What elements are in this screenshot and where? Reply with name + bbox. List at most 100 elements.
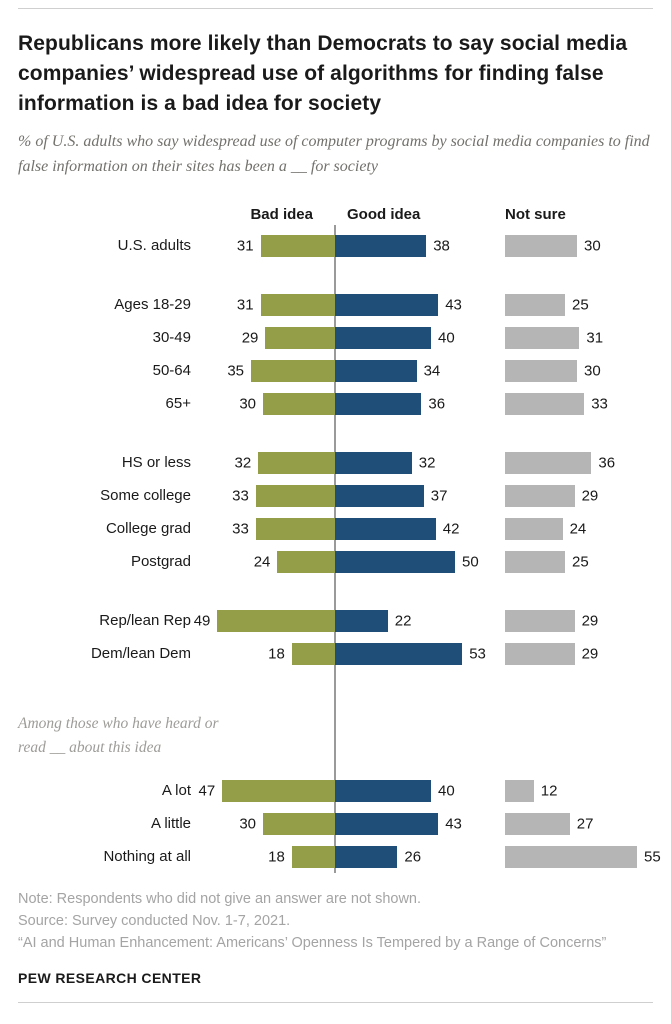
not-sure-value: 31 [586,329,604,347]
bad-idea-bar [263,812,335,835]
page-title: Republicans more likely than Democrats t… [18,32,628,115]
chart-row: Ages 18-29 31 43 25 [18,288,653,321]
bad-idea-value: 31 [236,237,254,255]
good-idea-value: 50 [462,553,479,571]
center-divider-line [334,225,336,874]
not-sure-value: 33 [591,395,608,413]
chart-row: A little 30 43 27 [18,807,653,840]
not-sure-bar [505,642,575,665]
category-label: Nothing at all [103,848,191,866]
good-idea-bar [335,779,431,802]
good-idea-bar [335,845,398,868]
chart-row: Some college 33 37 29 [18,479,653,512]
good-idea-bar [335,234,427,257]
good-idea-area: 34 [335,354,505,387]
not-sure-area: 24 [505,512,653,545]
bad-idea-bar [255,484,335,507]
bad-idea-value: 29 [241,329,259,347]
not-sure-bar [505,392,585,415]
series-header-good-idea: Good idea [347,206,421,224]
good-idea-area: 32 [335,446,505,479]
chart-annotation: Among those who have heard or read __ ab… [18,715,219,757]
category-label: 30-49 [152,329,191,347]
bad-idea-value: 47 [198,782,216,800]
good-idea-area: 36 [335,387,505,420]
bad-idea-value: 33 [232,487,249,505]
not-sure-bar [505,484,575,507]
category-label: Postgrad [130,553,191,571]
bad-idea-bar [255,517,335,540]
category-label: College grad [105,520,191,538]
chart-row: Rep/lean Rep 49 22 29 [18,604,653,637]
not-sure-area: 31 [505,321,653,354]
good-idea-bar [335,451,412,474]
not-sure-area: 29 [505,604,653,637]
good-idea-value: 37 [430,487,448,505]
not-sure-area: 33 [505,387,653,420]
not-sure-bar [505,359,577,382]
category-label: HS or less [121,454,191,472]
bad-idea-value: 30 [239,815,256,833]
bad-idea-bar [260,293,335,316]
bad-idea-value: 49 [193,612,211,630]
good-idea-value: 22 [394,612,412,630]
chart-row: HS or less 32 32 36 [18,446,653,479]
good-idea-value: 40 [438,782,455,800]
bad-idea-value: 30 [239,395,256,413]
chart-subtitle: % of U.S. adults who say widespread use … [18,133,650,176]
good-idea-value: 32 [418,454,436,472]
not-sure-area: 30 [505,354,653,387]
bad-idea-area: 31 [203,288,335,321]
good-idea-value: 26 [404,848,422,866]
category-label: Some college [100,487,191,505]
chart-row: College grad 33 42 24 [18,512,653,545]
bad-idea-area: 18 [203,637,335,670]
good-idea-bar [335,392,422,415]
not-sure-bar [505,326,580,349]
not-sure-value: 29 [581,487,599,505]
bad-idea-area: 18 [203,840,335,873]
bad-idea-area: 30 [203,387,335,420]
not-sure-value: 30 [584,362,601,380]
bad-idea-value: 32 [234,454,252,472]
good-idea-value: 40 [438,329,455,347]
good-idea-area: 40 [335,774,505,807]
bad-idea-bar [222,779,335,802]
category-label: A lot [161,782,191,800]
not-sure-bar [505,234,577,257]
bad-idea-area: 31 [203,229,335,262]
category-label: Dem/lean Dem [90,645,191,663]
good-idea-value: 43 [445,815,462,833]
not-sure-area: 27 [505,807,653,840]
good-idea-area: 42 [335,512,505,545]
bad-idea-value: 18 [268,848,285,866]
chart-row: A lot 47 40 12 [18,774,653,807]
chart-rows: U.S. adults 31 38 30 Ages 18-29 31 43 25 30-49 29… [18,225,661,874]
good-idea-value: 36 [428,395,446,413]
source-line: Source: Survey conducted Nov. 1-7, 2021. [18,912,291,929]
not-sure-value: 29 [581,645,599,663]
chart-notes: Note: Respondents who did not give an an… [18,889,653,954]
category-label: U.S. adults [117,237,191,255]
bad-idea-bar [217,609,335,632]
good-idea-bar [335,642,463,665]
chart-row: Dem/lean Dem 18 53 29 [18,637,653,670]
bad-idea-area: 33 [203,479,335,512]
report-title-line: “AI and Human Enhancement: Americans’ Op… [18,934,607,951]
good-idea-area: 40 [335,321,505,354]
chart-row: Postgrad 24 50 25 [18,545,653,578]
bad-idea-bar [277,550,335,573]
good-idea-value: 38 [433,237,450,255]
chart-row: 65+ 30 36 33 [18,387,653,420]
not-sure-bar [505,451,592,474]
not-sure-bar [505,845,637,868]
not-sure-area: 55 [505,840,661,873]
good-idea-area: 50 [335,545,505,578]
bad-idea-area: 49 [194,604,335,637]
not-sure-bar [505,550,565,573]
bad-idea-area: 47 [199,774,335,807]
bad-idea-area: 24 [203,545,335,578]
bad-idea-bar [291,642,335,665]
category-label: 50-64 [152,362,191,380]
not-sure-value: 29 [581,612,599,630]
